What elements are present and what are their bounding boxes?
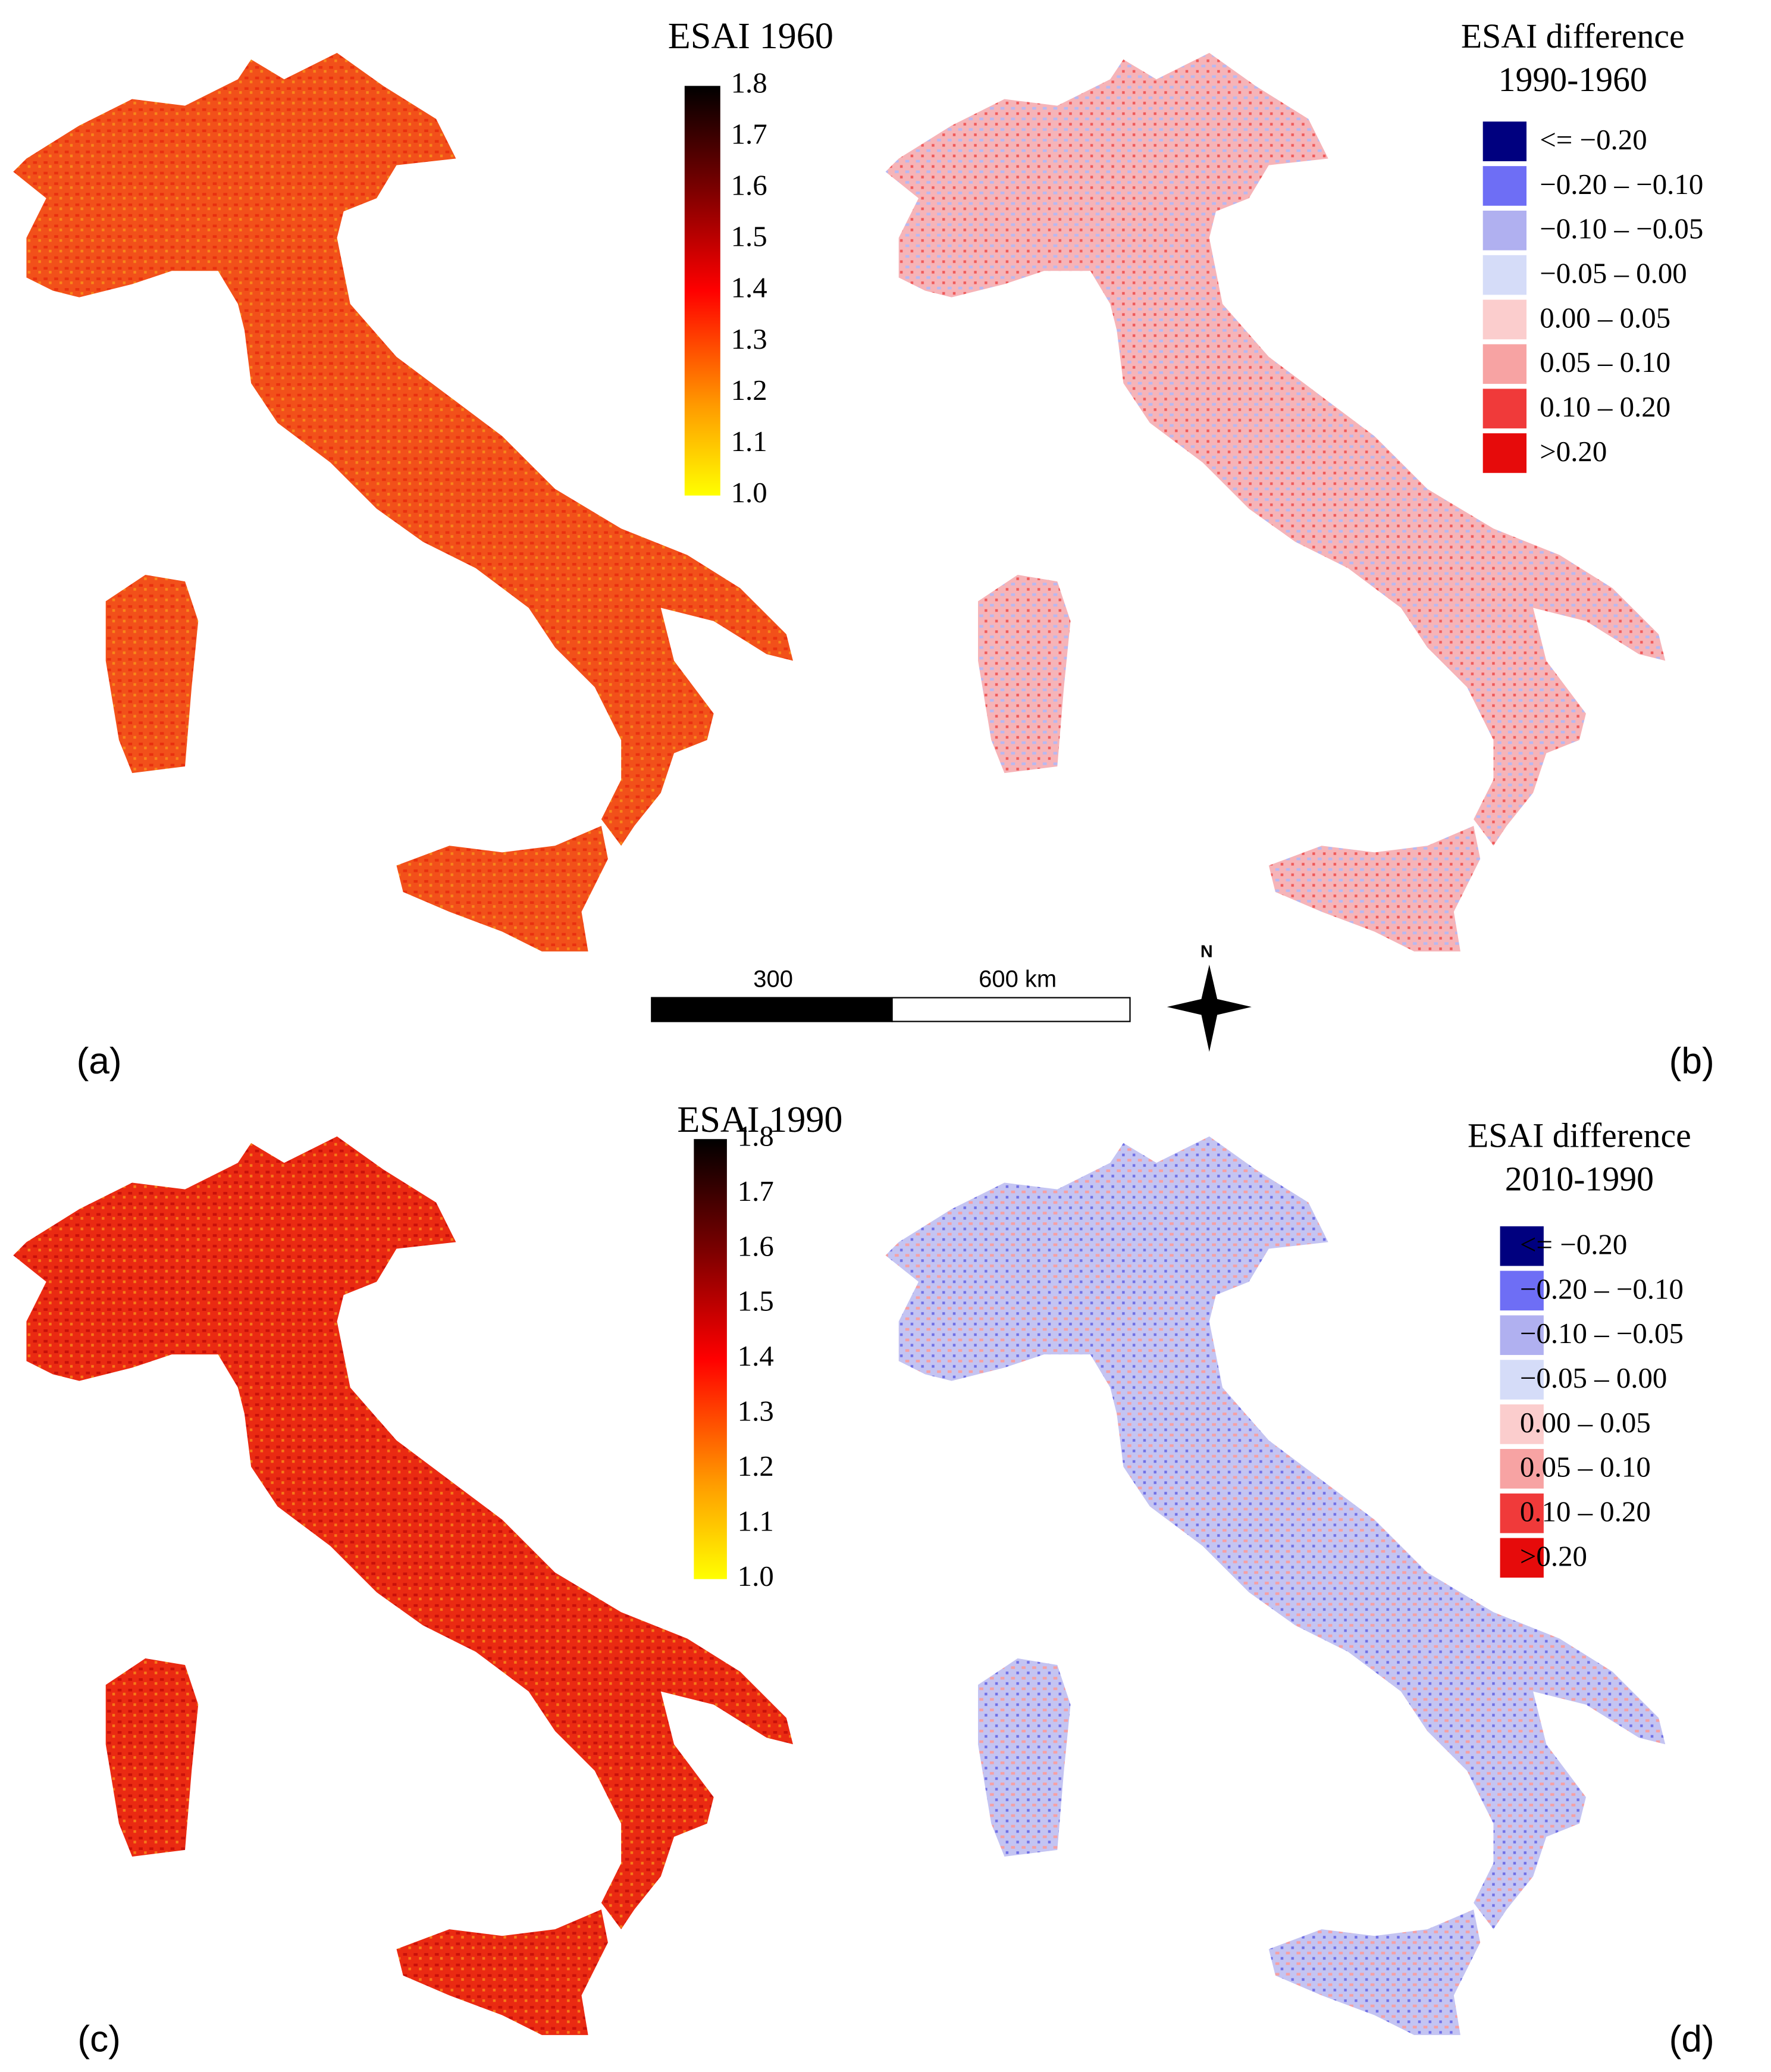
map-title: ESAI 1990 — [677, 1100, 842, 1140]
panel-label: (b) — [1669, 1041, 1714, 1082]
legend-swatch — [1500, 1404, 1544, 1444]
legend-label: 0.00 – 0.05 — [1540, 301, 1670, 334]
legend-label: >0.20 — [1540, 435, 1607, 468]
legend-swatch — [1482, 344, 1526, 384]
north-label: N — [1200, 943, 1213, 962]
legend-label: −0.05 – 0.00 — [1540, 257, 1687, 290]
legend-label: −0.20 – −0.10 — [1520, 1272, 1684, 1305]
legend-swatch — [1482, 166, 1526, 206]
legend-swatch — [1500, 1538, 1544, 1578]
legend-label: 0.10 – 0.20 — [1540, 390, 1670, 423]
north-arrow: N — [1167, 943, 1252, 1052]
colorbar-tick-label: 1.0 — [731, 476, 767, 509]
legend-swatch — [1482, 255, 1526, 295]
legend-label: 0.05 – 0.10 — [1540, 346, 1670, 378]
legend-label: −0.10 – −0.05 — [1520, 1317, 1684, 1350]
map-d — [885, 1136, 1666, 2035]
scale-label: 600 km — [979, 966, 1057, 992]
colorbar-tick-label: 1.6 — [731, 169, 767, 202]
colorbar-tick-label: 1.4 — [731, 271, 767, 304]
colorbar — [684, 86, 720, 496]
colorbar-tick-label: 1.2 — [731, 374, 767, 406]
colorbar-tick-label: 1.1 — [738, 1504, 774, 1537]
panel-label: (d) — [1669, 2018, 1714, 2060]
colorbar-tick-label: 1.5 — [731, 220, 767, 253]
colorbar-tick-label: 1.3 — [738, 1395, 774, 1428]
panel-label: (c) — [77, 2018, 121, 2060]
legend-label: −0.20 – −0.10 — [1540, 168, 1703, 201]
colorbar-tick-label: 1.2 — [738, 1450, 774, 1482]
legend-swatch — [1500, 1493, 1544, 1533]
scale-bar: 300 600 km — [651, 966, 1131, 1022]
legend-label: −0.05 – 0.00 — [1520, 1361, 1667, 1394]
colorbar-tick-label: 1.4 — [738, 1339, 774, 1372]
legend-label: −0.10 – −0.05 — [1540, 212, 1703, 245]
colorbar-tick-label: 1.8 — [731, 67, 767, 99]
colorbar-tick-label: 1.6 — [738, 1229, 774, 1262]
colorbar-tick-label: 1.5 — [738, 1285, 774, 1317]
legend-title: ESAI difference — [1461, 18, 1685, 55]
colorbar-tick-label: 1.8 — [738, 1119, 774, 1152]
legend-label: <= −0.20 — [1520, 1228, 1627, 1261]
legend-swatch — [1500, 1315, 1544, 1356]
map-c — [13, 1136, 793, 2035]
colorbar-tick-label: 1.7 — [738, 1175, 774, 1207]
legend-label: >0.20 — [1520, 1539, 1587, 1572]
colorbar-tick-label: 1.0 — [738, 1560, 774, 1592]
legend-swatch — [1500, 1226, 1544, 1266]
legend-swatch — [1482, 121, 1526, 161]
colorbar-tick-label: 1.3 — [731, 323, 767, 355]
colorbar-tick-label: 1.1 — [731, 425, 767, 458]
legend-title: 1990-1960 — [1499, 61, 1647, 99]
legend-swatch — [1482, 433, 1526, 473]
map-a — [13, 52, 793, 952]
colorbar — [694, 1139, 727, 1579]
colorbar-tick-label: 1.7 — [731, 118, 767, 151]
map-title: ESAI 1960 — [668, 16, 833, 57]
legend-title: 2010-1990 — [1505, 1161, 1654, 1198]
legend-swatch — [1482, 389, 1526, 428]
legend-swatch — [1500, 1360, 1544, 1400]
panel-label: (a) — [77, 1041, 122, 1082]
legend-swatch — [1500, 1448, 1544, 1489]
legend-title: ESAI difference — [1468, 1117, 1691, 1154]
legend-swatch — [1500, 1270, 1544, 1311]
legend-label: <= −0.20 — [1540, 123, 1647, 156]
legend-label: 0.10 – 0.20 — [1520, 1495, 1651, 1528]
legend-label: 0.05 – 0.10 — [1520, 1451, 1651, 1483]
legend-label: 0.00 – 0.05 — [1520, 1406, 1651, 1439]
scale-label: 300 — [753, 966, 793, 992]
legend-swatch — [1482, 299, 1526, 340]
legend-swatch — [1482, 210, 1526, 251]
